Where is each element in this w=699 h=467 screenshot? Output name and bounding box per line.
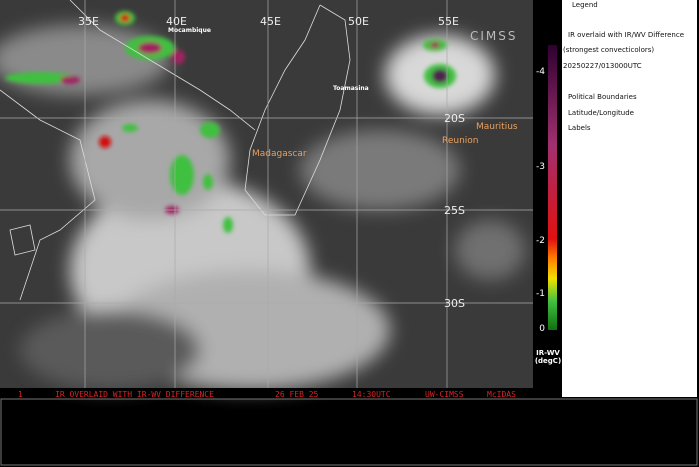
colorbar-unit: (degC) bbox=[535, 357, 561, 365]
colorbar-ticks: -4 -3 -2 -1 0 bbox=[536, 67, 545, 334]
latitude-label: 30S bbox=[444, 297, 465, 310]
banner-date: 26 FEB 25 bbox=[275, 390, 319, 399]
place-labels: Mocambique Toamasina Madagascar Reunion … bbox=[168, 27, 518, 159]
lower-frame bbox=[0, 398, 698, 466]
legend-item: Labels bbox=[568, 124, 591, 132]
colorbar-tick-label: -2 bbox=[536, 236, 545, 246]
banner-product: IR OVERLAID WITH IR-WV DIFFERENCE bbox=[55, 390, 214, 399]
banner-source: UW-CIMSS bbox=[425, 390, 464, 399]
place-label: Mauritius bbox=[476, 122, 518, 132]
banner-time: 14:30UTC bbox=[352, 390, 391, 399]
legend-item: Latitude/Longitude bbox=[568, 109, 634, 117]
banner-frame: 1 bbox=[18, 390, 23, 399]
convection bbox=[5, 11, 456, 233]
banner-software: McIDAS bbox=[487, 390, 516, 399]
place-label: Reunion bbox=[442, 136, 479, 146]
legend-item: Political Boundaries bbox=[568, 93, 637, 101]
longitude-label: 45E bbox=[260, 15, 281, 28]
longitude-labels: 35E 40E 45E 50E 55E bbox=[78, 15, 459, 28]
place-label: Madagascar bbox=[252, 149, 307, 159]
colorbar bbox=[548, 45, 557, 330]
legend-title: Legend bbox=[572, 1, 598, 9]
colorbar-title: IR-WV bbox=[536, 349, 560, 357]
latitude-labels: 20S 25S 30S bbox=[444, 112, 465, 310]
place-label: Mocambique bbox=[168, 27, 211, 34]
place-label: Toamasina bbox=[333, 85, 369, 92]
longitude-label: 50E bbox=[348, 15, 369, 28]
legend-panel bbox=[562, 0, 697, 397]
longitude-label: 40E bbox=[166, 15, 187, 28]
longitude-label: 55E bbox=[438, 15, 459, 28]
latitude-label: 25S bbox=[444, 204, 465, 217]
banner bbox=[0, 388, 533, 399]
legend-item: 20250227/013000UTC bbox=[563, 62, 642, 70]
watermark: CIMSS bbox=[470, 29, 518, 43]
colorbar-panel bbox=[533, 0, 562, 397]
colorbar-tick-label: -4 bbox=[536, 67, 545, 77]
legend-item: (strongest convecticolors) bbox=[563, 46, 655, 54]
colorbar-tick-label: -3 bbox=[536, 162, 545, 172]
legend-item: IR overlaid with IR/WV Difference bbox=[568, 31, 684, 39]
longitude-label: 35E bbox=[78, 15, 99, 28]
colorbar-tick-label: -1 bbox=[536, 289, 545, 299]
lat-lon-grid bbox=[0, 0, 533, 390]
latitude-label: 20S bbox=[444, 112, 465, 125]
colorbar-tick-label: 0 bbox=[539, 324, 545, 334]
